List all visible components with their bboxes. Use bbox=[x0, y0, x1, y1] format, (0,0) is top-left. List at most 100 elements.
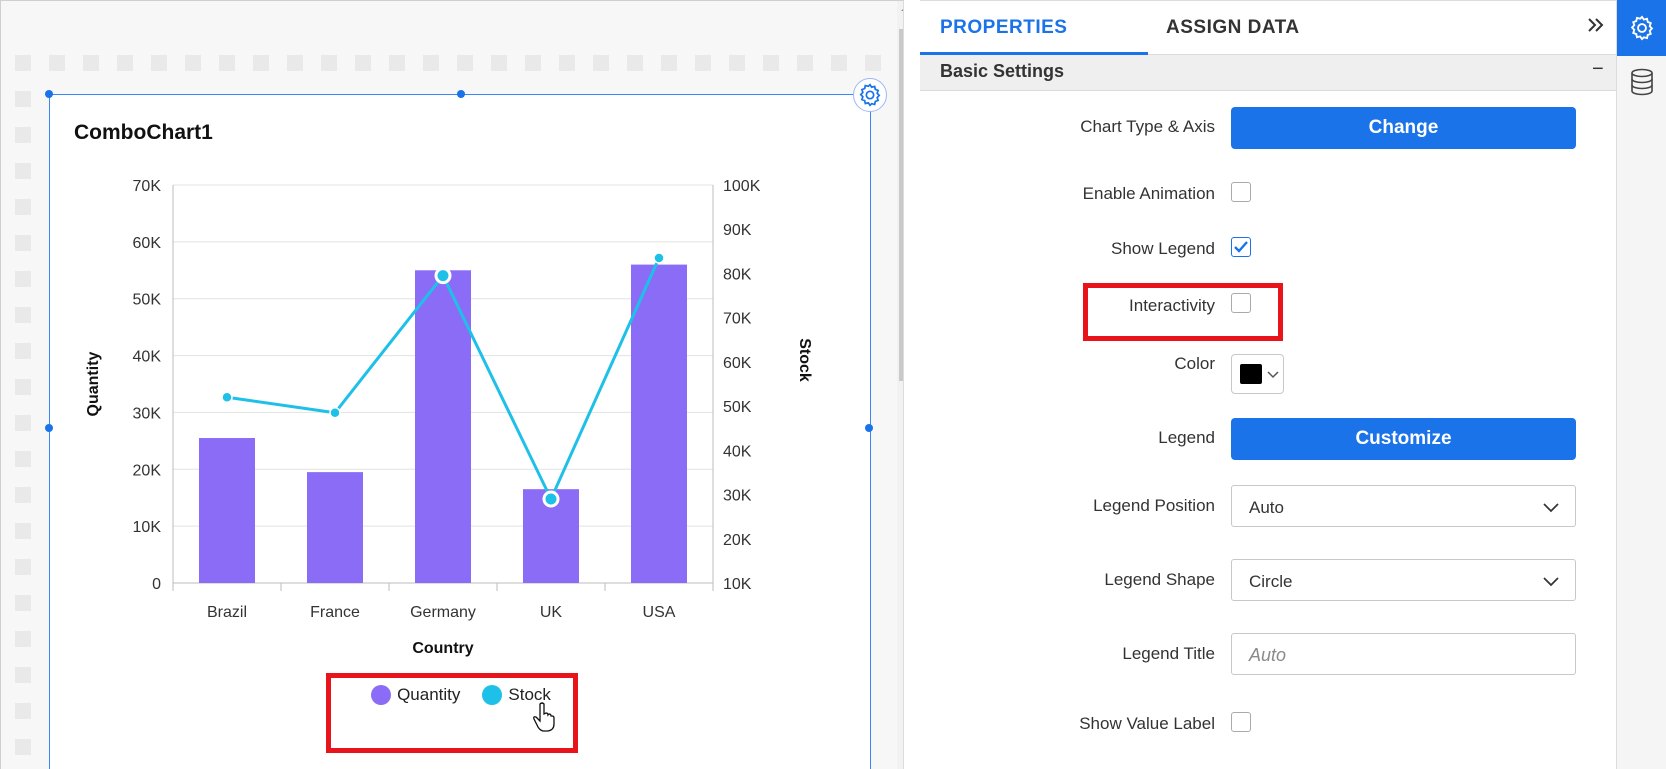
stock-point-uk bbox=[542, 490, 560, 508]
stock-point-france bbox=[329, 406, 341, 419]
gear-icon[interactable] bbox=[1617, 0, 1666, 56]
y2-tick-label: 60K bbox=[723, 355, 752, 372]
canvas-grid-dot bbox=[253, 55, 269, 71]
y-tick-label: 20K bbox=[133, 462, 162, 479]
color-picker[interactable] bbox=[1231, 354, 1284, 394]
canvas-grid-dot bbox=[15, 559, 31, 575]
canvas-grid-dot bbox=[15, 739, 31, 755]
legend-highlight-box bbox=[326, 673, 578, 753]
tab-properties[interactable]: PROPERTIES bbox=[940, 17, 1068, 38]
resize-handle-left[interactable] bbox=[45, 424, 53, 432]
canvas-grid-dot bbox=[457, 55, 473, 71]
legend-label-quantity: Quantity bbox=[397, 685, 461, 704]
collapse-section-icon[interactable]: − bbox=[1592, 58, 1604, 80]
canvas-grid-dot bbox=[15, 235, 31, 251]
y2-tick-label: 20K bbox=[723, 532, 752, 549]
interactivity-checkbox[interactable] bbox=[1231, 293, 1251, 313]
enable-animation-checkbox[interactable] bbox=[1231, 182, 1251, 202]
hand-cursor-icon bbox=[533, 702, 555, 732]
show-value-label-checkbox[interactable] bbox=[1231, 712, 1251, 732]
show-value-label-label: Show Value Label bbox=[1079, 714, 1215, 733]
canvas-grid-dot bbox=[15, 307, 31, 323]
canvas-vertical-scrollbar[interactable] bbox=[897, 1, 903, 769]
legend-position-value: Auto bbox=[1249, 498, 1284, 517]
canvas-grid-dot bbox=[15, 595, 31, 611]
properties-panel: PROPERTIES ASSIGN DATA Basic Settings − … bbox=[920, 0, 1616, 769]
change-button[interactable]: Change bbox=[1231, 107, 1576, 149]
y2-tick-label: 40K bbox=[723, 443, 752, 460]
color-swatch bbox=[1240, 364, 1262, 384]
legend-shape-value: Circle bbox=[1249, 572, 1293, 591]
canvas-grid-dot bbox=[151, 55, 167, 71]
legend-title-placeholder: Auto bbox=[1249, 645, 1287, 665]
y2-tick-label: 100K bbox=[723, 178, 761, 195]
x-tick-label: France bbox=[310, 604, 360, 621]
canvas-grid-dot bbox=[15, 91, 31, 107]
double-chevron-right-icon[interactable] bbox=[1586, 15, 1606, 41]
database-icon[interactable] bbox=[1617, 60, 1666, 104]
show-legend-label: Show Legend bbox=[1111, 239, 1215, 258]
interactivity-label: Interactivity bbox=[1129, 296, 1215, 315]
legend-title-input[interactable]: Auto bbox=[1231, 633, 1576, 675]
show-legend-checkbox[interactable] bbox=[1231, 237, 1251, 257]
interactivity-highlight-box bbox=[1083, 283, 1283, 341]
legend-item-quantity[interactable]: Quantity bbox=[371, 685, 460, 705]
canvas-grid-dot bbox=[661, 55, 677, 71]
canvas-grid-dot bbox=[15, 415, 31, 431]
section-basic-settings[interactable]: Basic Settings − bbox=[920, 55, 1616, 91]
canvas-grid-dot bbox=[763, 55, 779, 71]
y2-tick-label: 30K bbox=[723, 488, 752, 505]
canvas-grid-dot bbox=[49, 55, 65, 71]
resize-handle-top-left[interactable] bbox=[45, 90, 53, 98]
canvas-grid-dot bbox=[219, 55, 235, 71]
combo-chart-widget[interactable]: ComboChart1 0 10K 20K 30K 40K 50K 60K 70K 10K 20K… bbox=[45, 90, 873, 769]
bar-france bbox=[307, 472, 363, 583]
legend-title-label: Legend Title bbox=[1122, 644, 1215, 663]
chevron-down-icon bbox=[1543, 577, 1559, 587]
right-icon-rail bbox=[1616, 0, 1666, 769]
canvas-grid-dot bbox=[627, 55, 643, 71]
canvas-grid-dot bbox=[695, 55, 711, 71]
legend-position-label: Legend Position bbox=[1093, 496, 1215, 515]
resize-handle-right[interactable] bbox=[865, 424, 873, 432]
chart-type-axis-label: Chart Type & Axis bbox=[1080, 117, 1215, 136]
resize-handle-top[interactable] bbox=[457, 90, 465, 98]
stock-point-germany bbox=[434, 267, 452, 285]
chart-legend: Quantity Stock bbox=[50, 685, 872, 705]
canvas-grid-dot bbox=[423, 55, 439, 71]
legend-shape-dropdown[interactable]: Circle bbox=[1231, 559, 1576, 601]
canvas-grid-dot bbox=[15, 343, 31, 359]
chevron-down-icon bbox=[1543, 503, 1559, 513]
y2-axis-title: Stock bbox=[796, 338, 813, 382]
bar-germany bbox=[415, 270, 471, 583]
legend-label: Legend bbox=[1158, 428, 1215, 447]
enable-animation-label: Enable Animation bbox=[1082, 184, 1215, 203]
legend-item-stock[interactable]: Stock bbox=[482, 685, 551, 705]
legend-position-dropdown[interactable]: Auto bbox=[1231, 485, 1576, 527]
section-title: Basic Settings bbox=[940, 61, 1065, 81]
y-tick-label: 30K bbox=[133, 405, 162, 422]
canvas-grid-dot bbox=[15, 523, 31, 539]
x-tick-label: Germany bbox=[410, 604, 476, 621]
canvas-grid-dot bbox=[117, 55, 133, 71]
panel-tabs: PROPERTIES ASSIGN DATA bbox=[920, 1, 1616, 55]
canvas-grid-dot bbox=[15, 703, 31, 719]
legend-shape-label: Legend Shape bbox=[1104, 570, 1215, 589]
chevron-down-icon bbox=[1267, 371, 1279, 379]
tab-assign-data[interactable]: ASSIGN DATA bbox=[1166, 17, 1300, 38]
y-tick-label: 70K bbox=[133, 178, 162, 195]
widget-settings-gear-icon[interactable] bbox=[853, 78, 887, 112]
canvas-grid-dot bbox=[15, 199, 31, 215]
active-tab-indicator bbox=[920, 52, 1148, 55]
stock-point-usa bbox=[653, 252, 665, 264]
canvas-grid-dot bbox=[355, 55, 371, 71]
canvas-grid-dot bbox=[593, 55, 609, 71]
canvas-grid-dot bbox=[865, 55, 881, 71]
checkmark-icon bbox=[1234, 241, 1248, 253]
scroll-up-arrow-icon[interactable] bbox=[901, 5, 903, 11]
canvas-grid-dot bbox=[389, 55, 405, 71]
customize-button[interactable]: Customize bbox=[1231, 418, 1576, 460]
y2-tick-label: 80K bbox=[723, 266, 752, 283]
y-tick-label: 10K bbox=[133, 519, 162, 536]
scrollbar-thumb[interactable] bbox=[899, 29, 903, 381]
